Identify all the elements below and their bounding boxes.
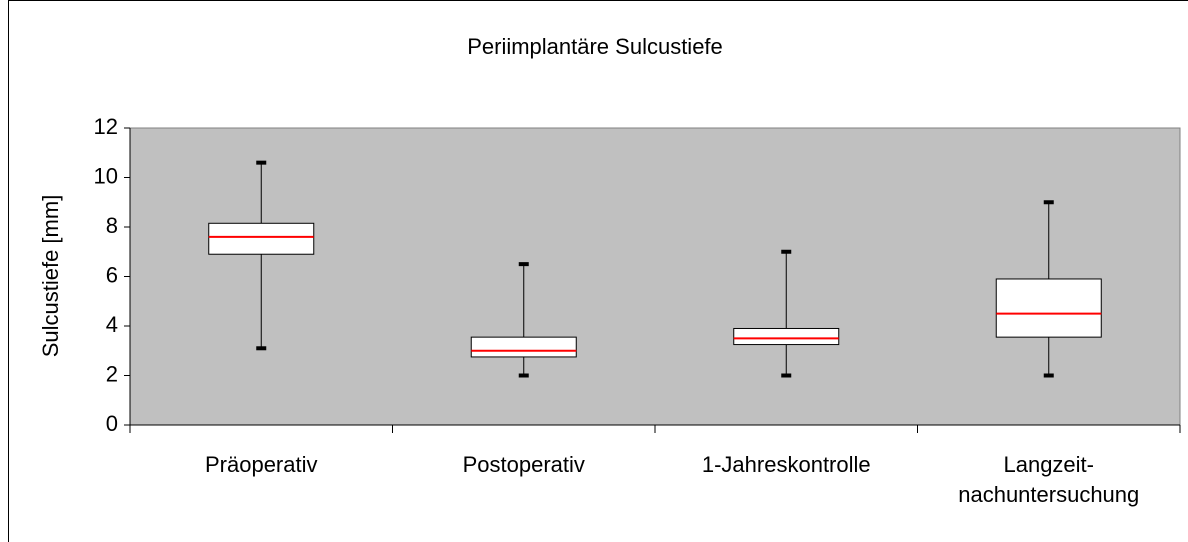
box — [208, 222, 315, 255]
y-tick-label: 2 — [106, 361, 118, 386]
y-tick-label: 8 — [106, 213, 118, 238]
x-tick-label: Postoperativ — [463, 452, 585, 477]
x-tick-label-line: Langzeit- — [1003, 452, 1094, 477]
box — [733, 327, 840, 346]
y-tick-label: 0 — [106, 411, 118, 436]
x-tick-label-line: 1-Jahreskontrolle — [702, 452, 871, 477]
x-tick-label-line: Postoperativ — [463, 452, 585, 477]
y-axis-label: Sulcustiefe [mm] — [38, 195, 63, 358]
box — [995, 278, 1102, 338]
plot-area — [129, 127, 1181, 426]
chart-title: Periimplantäre Sulcustiefe — [467, 34, 723, 59]
x-tick-label: Langzeit-nachuntersuchung — [958, 452, 1139, 507]
y-tick-label: 10 — [94, 163, 118, 188]
x-tick-label: 1-Jahreskontrolle — [702, 452, 871, 477]
box — [470, 336, 577, 358]
x-tick-label-line: nachuntersuchung — [958, 482, 1139, 507]
x-tick-label-line: Präoperativ — [205, 452, 318, 477]
y-tick-label: 4 — [106, 312, 118, 337]
y-tick-label: 12 — [94, 114, 118, 139]
x-tick-label: Präoperativ — [205, 452, 318, 477]
y-tick-label: 6 — [106, 262, 118, 287]
